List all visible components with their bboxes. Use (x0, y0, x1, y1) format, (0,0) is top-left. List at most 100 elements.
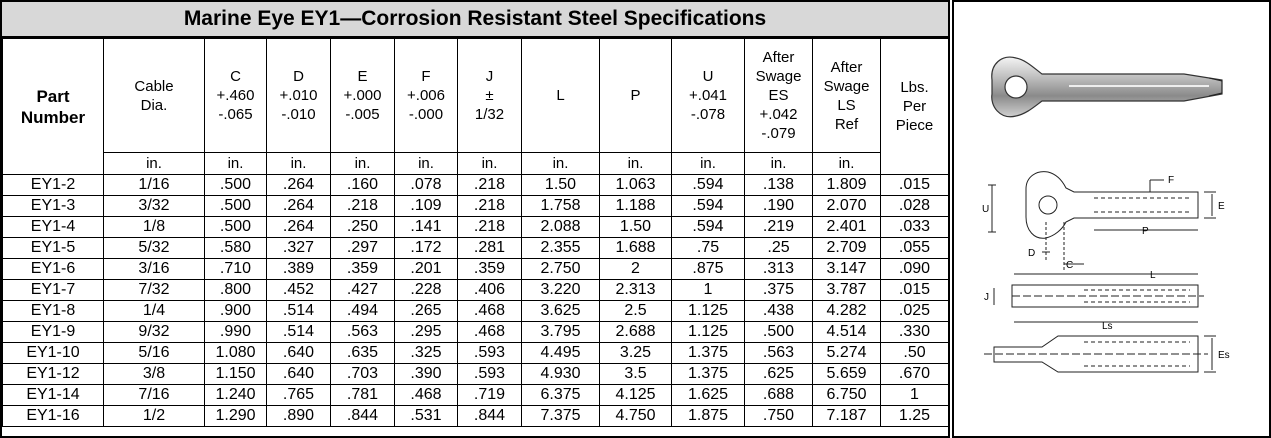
table-cell: 7/32 (103, 279, 205, 301)
table-cell: .015 (880, 174, 949, 196)
dim-label-D: D (1028, 248, 1035, 259)
column-unit: in. (599, 152, 672, 175)
table-cell: .389 (266, 258, 331, 280)
table-cell: 3.25 (599, 342, 672, 364)
marine-eye-photo (991, 56, 1223, 118)
table-cell: 1.875 (671, 405, 745, 427)
column-header-label: L (556, 87, 565, 104)
table-cell: .688 (744, 384, 813, 406)
table-cell: .514 (266, 300, 331, 322)
table-cell: 6.375 (521, 384, 600, 406)
product-illustration-panel: F U E P D C L J Ls Es (952, 0, 1271, 438)
dim-label-C: C (1066, 260, 1073, 271)
table-cell: .640 (266, 342, 331, 364)
table-cell: 1.080 (204, 342, 267, 364)
table-cell: .593 (457, 342, 522, 364)
dim-label-F: F (1168, 175, 1174, 186)
table-cell: 3/8 (103, 363, 205, 385)
column-header-label: Lbs. Per Piece (895, 79, 934, 134)
table-cell: .250 (330, 216, 395, 238)
table-cell: .594 (671, 174, 745, 196)
table-row: EY1-9 9/32.990.514.563.295.468 3.795 2.688 1… (2, 321, 949, 343)
table-cell: 1.758 (521, 195, 600, 217)
table-header: Part Number Cable Dia. C +.460 -.065 D +.01… (2, 38, 949, 175)
table-cell: .281 (457, 237, 522, 259)
table-cell: 2.070 (812, 195, 881, 217)
table-cell: .160 (330, 174, 395, 196)
column-unit: in. (812, 152, 881, 175)
dimension-labels: F U E P D C L J Ls Es (982, 175, 1230, 361)
table-cell: 1.188 (599, 195, 672, 217)
table-cell: .500 (204, 216, 267, 238)
table-cell: .468 (457, 300, 522, 322)
table-cell: .531 (394, 405, 458, 427)
spec-table-panel: Marine Eye EY1—Corrosion Resistant Steel… (0, 0, 950, 438)
table-cell: .900 (204, 300, 267, 322)
part-number-cell: EY1-3 (2, 195, 104, 217)
table-cell: .028 (880, 195, 949, 217)
table-cell: .890 (266, 405, 331, 427)
table-cell: .625 (744, 363, 813, 385)
table-cell: .190 (744, 195, 813, 217)
table-cell: 1.125 (671, 300, 745, 322)
table-cell: 1.375 (671, 342, 745, 364)
table-cell: 4.750 (599, 405, 672, 427)
part-number-cell: EY1-8 (2, 300, 104, 322)
table-cell: .264 (266, 216, 331, 238)
part-number-cell: EY1-4 (2, 216, 104, 238)
table-cell: .265 (394, 300, 458, 322)
column-header-label: C +.460 -.065 (216, 68, 255, 123)
table-cell: 6.750 (812, 384, 881, 406)
table-cell: 1/8 (103, 216, 205, 238)
table-body: EY1-2 1/16.500.264.160.078.218 1.50 1.063.5… (2, 174, 949, 427)
column-header: D +.010 -.010 (266, 38, 331, 153)
table-cell: .500 (744, 321, 813, 343)
column-unit: in. (457, 152, 522, 175)
table-cell: .494 (330, 300, 395, 322)
table-cell: .719 (457, 384, 522, 406)
table-cell: 2.401 (812, 216, 881, 238)
table-cell: 5.274 (812, 342, 881, 364)
marine-eye-drawing: F U E P D C L J Ls Es (982, 56, 1230, 373)
table-row: EY1-5 5/32.580.327.297.172.281 2.355 1.688.… (2, 237, 949, 259)
drawing-swaged-view (984, 335, 1216, 373)
dim-label-U: U (982, 204, 989, 215)
part-number-cell: EY1-16 (2, 405, 104, 427)
table-cell: .325 (394, 342, 458, 364)
column-header-label: E +.000 -.005 (343, 68, 382, 123)
table-cell: .75 (671, 237, 745, 259)
table-row: EY1-14 7/16 1.240.765.781.468.719 6.375 4.12… (2, 384, 949, 406)
table-cell: .090 (880, 258, 949, 280)
column-unit: in. (330, 152, 395, 175)
table-cell: 1 (671, 279, 745, 301)
part-number-cell: EY1-10 (2, 342, 104, 364)
part-number-cell: EY1-12 (2, 363, 104, 385)
table-cell: .875 (671, 258, 745, 280)
table-cell: .109 (394, 195, 458, 217)
part-number-cell: EY1-14 (2, 384, 104, 406)
table-cell: 2.750 (521, 258, 600, 280)
column-unit: in. (204, 152, 267, 175)
table-cell: .390 (394, 363, 458, 385)
table-cell: .670 (880, 363, 949, 385)
column-header: After Swage ES +.042 -.079 (744, 38, 813, 153)
table-cell: 2 (599, 258, 672, 280)
table-cell: 5/32 (103, 237, 205, 259)
column-header-label: Cable Dia. (134, 77, 174, 114)
table-cell: .563 (330, 321, 395, 343)
table-cell: .264 (266, 195, 331, 217)
table-cell: .078 (394, 174, 458, 196)
table-cell: .452 (266, 279, 331, 301)
table-cell: .781 (330, 384, 395, 406)
table-cell: .468 (457, 321, 522, 343)
column-unit: in. (521, 152, 600, 175)
table-cell: .750 (744, 405, 813, 427)
column-header: P (599, 38, 672, 153)
dim-label-L: L (1150, 270, 1156, 281)
table-cell: .359 (330, 258, 395, 280)
table-cell: 4.514 (812, 321, 881, 343)
table-cell: .264 (266, 174, 331, 196)
table-cell: 7.187 (812, 405, 881, 427)
table-cell: .765 (266, 384, 331, 406)
table-cell: 1 (880, 384, 949, 406)
